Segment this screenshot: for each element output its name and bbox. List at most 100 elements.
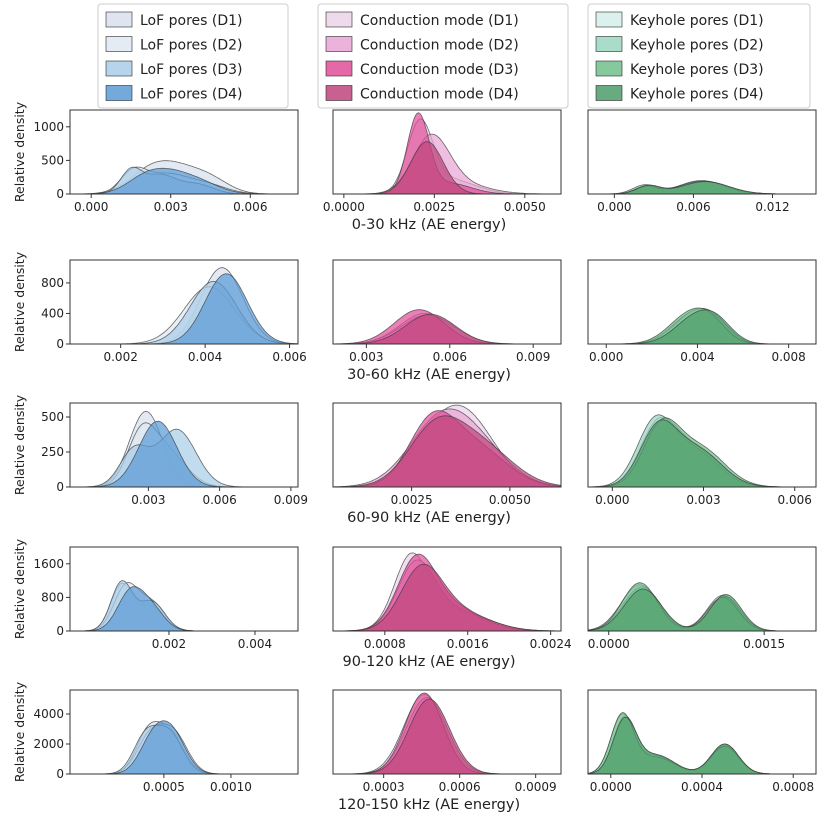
legend-frame <box>587 3 811 109</box>
x-tick-label: 0.003 <box>154 200 188 214</box>
legend-swatch <box>105 11 133 28</box>
x-tick-label: 0.0016 <box>447 637 489 651</box>
legend-box-conduction: Conduction mode (D1) Conduction mode (D2)… <box>317 3 569 109</box>
panel-lof-row5: 0.0005 0.0010 0 2000 4000 Relative density <box>12 681 299 794</box>
x-tick-label: 0.0008 <box>364 637 406 651</box>
x-tick-label: 0.0050 <box>504 200 546 214</box>
x-tick-label: 0.003 <box>686 493 720 507</box>
x-tick-label: 0.0003 <box>363 780 405 794</box>
legend-label: Keyhole pores (D4) <box>630 87 764 103</box>
x-tick-label: 0.000 <box>597 200 631 214</box>
x-tick-label: 0.009 <box>274 493 308 507</box>
x-tick-label: 0.006 <box>233 200 267 214</box>
legend-swatch <box>595 60 623 77</box>
y-tick-label: 800 <box>41 590 64 604</box>
x-axis-label: 120-150 kHz (AE energy) <box>338 797 520 813</box>
y-tick-label: 2000 <box>33 737 64 751</box>
legend-label: LoF pores (D1) <box>140 13 243 29</box>
y-axis-label: Relative density <box>12 394 27 495</box>
panel-lof-row2: 0.002 0.004 0.006 0 400 800 Relative density <box>12 251 307 364</box>
legend-frame <box>317 3 569 109</box>
density-area <box>588 309 816 345</box>
x-tick-label: 0.0009 <box>515 780 557 794</box>
axes-frame <box>332 402 562 488</box>
panel-lof-row3: 0.003 0.006 0.009 0 250 500 Relative density <box>12 394 308 507</box>
x-tick-label: 0.0050 <box>489 493 531 507</box>
legend-frame <box>97 3 289 109</box>
x-axis-label: 30-60 kHz (AE energy) <box>347 367 511 383</box>
y-axis-label: Relative density <box>12 251 27 352</box>
y-tick-label: 250 <box>41 445 64 459</box>
x-tick-label: 0.0000 <box>323 200 365 214</box>
x-tick-label: 0.000 <box>589 350 623 364</box>
density-area <box>587 588 816 632</box>
legend-label: Conduction mode (D1) <box>360 13 519 29</box>
x-tick-label: 0.0025 <box>413 200 455 214</box>
axes-frame <box>69 109 299 195</box>
x-tick-label: 0.000 <box>595 493 629 507</box>
legend-swatch <box>595 85 623 101</box>
legend-swatch <box>105 85 133 101</box>
panel-conduction-row2: 0.003 0.006 0.009 <box>332 259 562 364</box>
y-axis-label: Relative density <box>12 681 27 782</box>
legend-box-lof: LoF pores (D1) LoF pores (D2) LoF pores (D… <box>97 3 289 109</box>
x-tick-label: 0.0000 <box>590 780 632 794</box>
panel-conduction-row1: 0.0000 0.0025 0.0050 <box>323 109 562 214</box>
x-tick-label: 0.004 <box>680 350 714 364</box>
y-tick-label: 4000 <box>33 707 64 721</box>
axes-frame <box>69 402 299 488</box>
x-tick-label: 0.0005 <box>143 780 185 794</box>
density-area <box>587 716 816 775</box>
legend-label: Keyhole pores (D3) <box>630 62 764 78</box>
y-tick-label: 500 <box>41 153 64 167</box>
density-area <box>70 580 298 632</box>
x-tick-label: 0.006 <box>272 350 306 364</box>
y-axis-label: Relative density <box>12 538 27 639</box>
y-axis-label: Relative density <box>12 101 27 202</box>
density-area <box>333 563 562 632</box>
axes-frame <box>69 259 299 345</box>
x-tick-label: 0.012 <box>755 200 789 214</box>
legend-swatch <box>105 36 133 52</box>
x-axis-label: 0-30 kHz (AE energy) <box>352 217 507 233</box>
density-area <box>333 313 561 345</box>
x-tick-label: 0.006 <box>778 493 812 507</box>
legend-label: Keyhole pores (D1) <box>630 13 764 29</box>
x-tick-label: 0.0015 <box>743 637 785 651</box>
axes-frame <box>587 109 817 195</box>
axes-frame <box>587 546 817 632</box>
y-tick-label: 1000 <box>33 120 64 134</box>
x-tick-label: 0.003 <box>131 493 165 507</box>
panel-keyhole-row2: 0.000 0.004 0.008 <box>587 259 817 364</box>
x-tick-label: 0.009 <box>516 350 550 364</box>
axes-frame <box>332 259 562 345</box>
x-tick-label: 0.008 <box>771 350 805 364</box>
y-tick-label: 1600 <box>33 557 64 571</box>
density-area <box>332 415 562 488</box>
x-tick-label: 0.006 <box>676 200 710 214</box>
legend-label: Conduction mode (D3) <box>360 62 519 78</box>
y-tick-label: 0 <box>56 480 64 494</box>
x-tick-label: 0.0000 <box>588 637 630 651</box>
x-tick-label: 0.0004 <box>681 780 723 794</box>
legend-label: LoF pores (D2) <box>140 38 243 54</box>
legend-swatch <box>325 36 353 52</box>
panel-keyhole-row4: 0.0000 0.0015 <box>587 546 817 651</box>
x-tick-label: 0.0010 <box>210 780 252 794</box>
x-tick-label: 0.006 <box>202 493 236 507</box>
density-area <box>70 167 298 195</box>
legend-label: Keyhole pores (D2) <box>630 38 764 54</box>
x-tick-label: 0.004 <box>188 350 222 364</box>
x-axis-label: 90-120 kHz (AE energy) <box>342 654 515 670</box>
legend-swatch <box>595 11 623 28</box>
x-tick-label: 0.0025 <box>391 493 433 507</box>
y-tick-label: 800 <box>41 276 64 290</box>
y-tick-label: 400 <box>41 306 64 320</box>
legend-swatch <box>595 36 623 52</box>
y-tick-label: 500 <box>41 410 64 424</box>
x-tick-label: 0.006 <box>433 350 467 364</box>
x-tick-label: 0.000 <box>74 200 108 214</box>
panel-lof-row1: 0.000 0.003 0.006 0 500 1000 Relative density <box>12 101 299 214</box>
